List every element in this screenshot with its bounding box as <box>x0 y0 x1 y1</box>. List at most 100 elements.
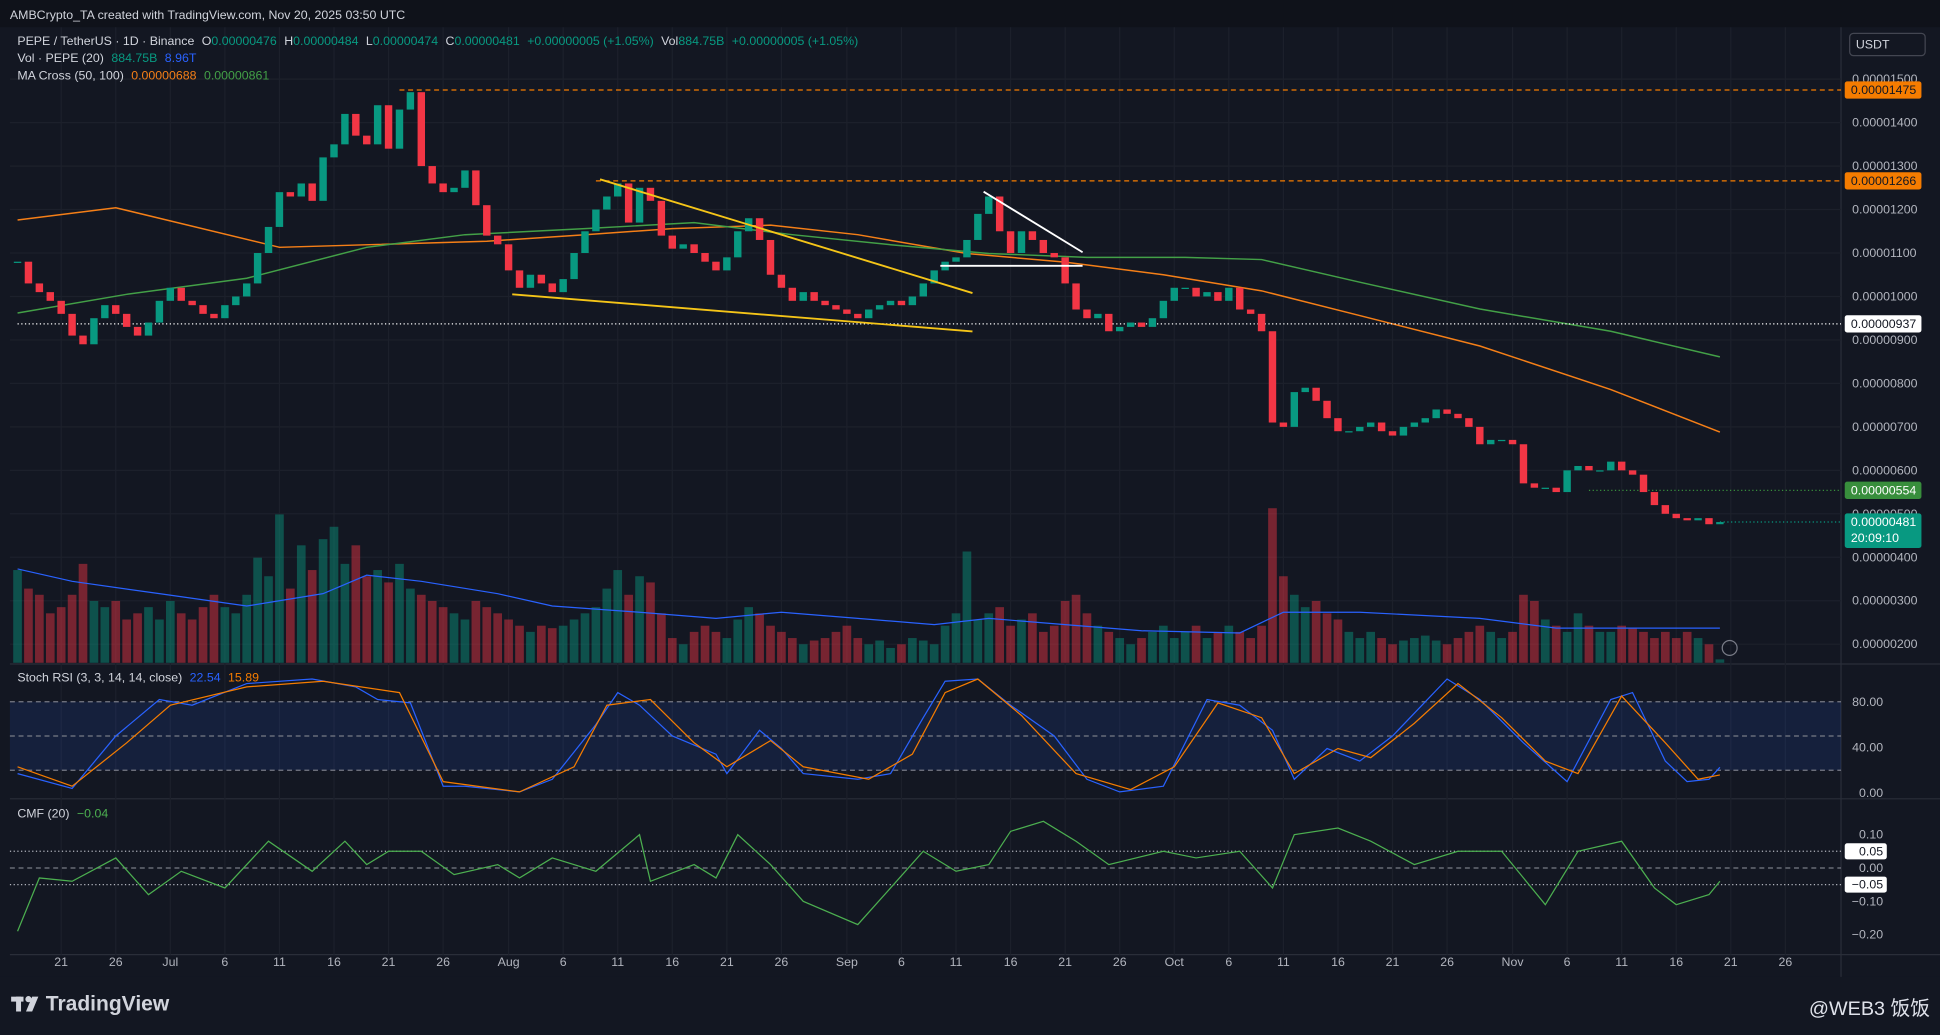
volume-bar <box>624 594 633 663</box>
volume-bar <box>678 644 688 663</box>
candle <box>79 335 87 345</box>
volume-bar <box>209 594 219 663</box>
x-tick-label: 26 <box>1440 955 1454 969</box>
y-tick-label: 0.00001000 <box>1852 289 1917 303</box>
x-tick-label: 26 <box>775 955 789 969</box>
candle <box>472 170 480 206</box>
candle <box>199 305 207 314</box>
volume-bar <box>777 631 786 663</box>
candle <box>1356 426 1364 432</box>
indicator-value: 22.54 <box>190 671 221 685</box>
volume-bar <box>1551 625 1561 663</box>
volume-bar <box>537 625 546 663</box>
price-level-label: 0.00000554 <box>1851 483 1916 497</box>
candle <box>1399 426 1408 436</box>
x-tick-label: 21 <box>1386 955 1400 969</box>
volume-bar <box>875 640 884 663</box>
candle <box>1323 400 1331 419</box>
candle <box>363 135 371 145</box>
symbol: PEPE / TetherUS · 1D · Binance <box>17 34 194 48</box>
volume-bar <box>1704 644 1714 663</box>
candle <box>886 300 895 306</box>
volume-bar <box>231 613 241 663</box>
x-tick-label: Sep <box>836 955 858 969</box>
price-level-box <box>1844 481 1922 499</box>
volume-bar <box>1028 613 1037 663</box>
candle <box>526 274 535 288</box>
candle <box>1181 287 1189 290</box>
candle <box>210 313 218 319</box>
candle <box>101 305 109 319</box>
indicator-title: CMF (20) <box>17 807 69 821</box>
candle <box>908 296 917 306</box>
currency-box[interactable] <box>1849 32 1926 57</box>
currency[interactable]: USDT <box>1856 38 1890 52</box>
alert-icon[interactable] <box>1721 639 1738 656</box>
volume-bar <box>940 625 950 663</box>
volume-bar <box>1464 631 1474 663</box>
x-tick-label: Nov <box>1502 955 1525 969</box>
level-box <box>1844 843 1887 860</box>
volume-bar <box>504 619 513 663</box>
candle <box>603 196 611 210</box>
ohlc-value: 0.00000484 <box>293 34 358 48</box>
volume-bar <box>1420 635 1430 663</box>
trendline <box>599 178 973 294</box>
candle <box>1541 487 1550 489</box>
credit: AMBCrypto_TA created with TradingView.co… <box>10 8 405 22</box>
volume-bar <box>1257 625 1266 663</box>
volume-bar <box>1410 638 1419 663</box>
volume-bar <box>744 607 754 663</box>
y-tick-label: 80.00 <box>1852 695 1883 709</box>
candle <box>799 292 807 301</box>
candle <box>439 183 447 193</box>
y-tick-label: 0.00001100 <box>1852 246 1917 260</box>
candle <box>624 183 633 223</box>
volume-ma-line <box>17 568 1720 634</box>
volume-bar <box>165 600 175 663</box>
candle <box>1661 505 1670 514</box>
volume-bar <box>471 600 481 663</box>
volume-bar <box>973 619 983 663</box>
vol-title: Vol · PEPE (20) <box>17 51 104 65</box>
volume-bar <box>1671 638 1681 663</box>
volume-bar <box>515 625 524 663</box>
volume-bar <box>100 607 110 663</box>
volume-bar <box>67 594 77 663</box>
candle <box>1519 444 1528 484</box>
ma-line <box>17 221 1721 358</box>
volume-bar <box>1486 631 1496 663</box>
candle <box>35 283 44 293</box>
volume-bar <box>886 647 895 663</box>
candle <box>668 235 677 249</box>
volume-bar <box>820 638 830 663</box>
candle <box>777 274 786 288</box>
indicator-line <box>16 820 1721 932</box>
volume-bar <box>1322 613 1332 663</box>
legend-line: Vol · PEPE (20) 884.75B 8.96T <box>17 51 197 65</box>
volume-bar <box>1049 625 1059 663</box>
volume-bar <box>340 563 350 663</box>
y-tick-label: 0.00000300 <box>1852 594 1917 608</box>
candle <box>1628 470 1637 475</box>
candle <box>352 113 360 136</box>
volume-bar <box>951 613 961 663</box>
candle <box>308 183 316 201</box>
volume-bar <box>1235 631 1245 663</box>
candle <box>177 287 185 301</box>
candle <box>13 261 22 263</box>
candle <box>1443 409 1451 414</box>
candle <box>952 257 960 262</box>
candle <box>1170 287 1178 301</box>
volume-bar <box>1508 631 1517 663</box>
candle <box>1607 461 1615 471</box>
volume-bar <box>460 619 470 663</box>
candle <box>592 209 600 232</box>
indicator-value: 15.89 <box>228 671 259 685</box>
x-tick-label: 21 <box>382 955 396 969</box>
volume-bar <box>798 644 808 663</box>
x-tick-label: 26 <box>436 955 450 969</box>
candle <box>1585 465 1593 471</box>
candle <box>865 309 873 319</box>
x-tick-label: 11 <box>611 955 624 969</box>
